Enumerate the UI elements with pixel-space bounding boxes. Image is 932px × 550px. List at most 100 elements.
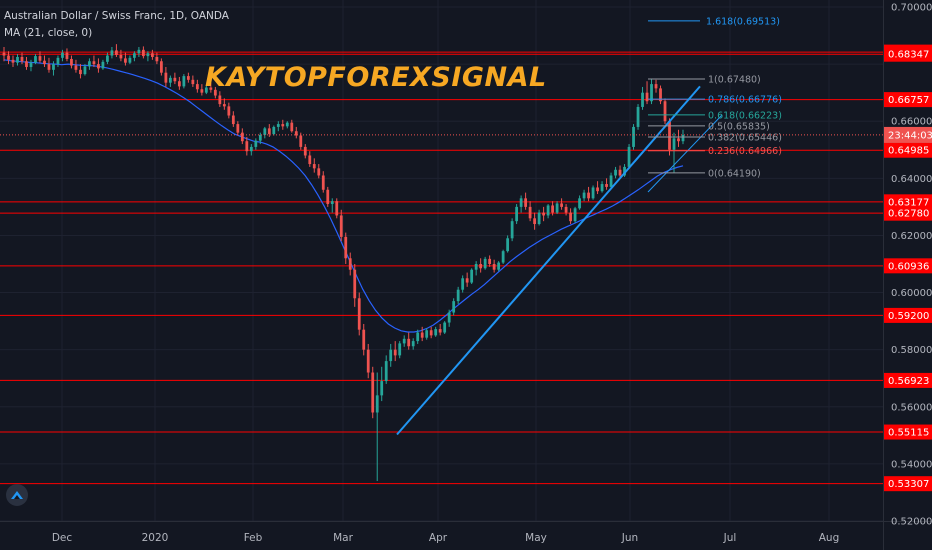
candle-body bbox=[200, 89, 204, 93]
candle-body bbox=[124, 58, 127, 63]
level-price-label: 0.62780 bbox=[888, 209, 929, 220]
candle-body bbox=[186, 76, 190, 80]
candle-body bbox=[150, 53, 154, 57]
candle-body bbox=[281, 124, 285, 127]
candle-body bbox=[668, 121, 671, 150]
candle-body bbox=[16, 56, 19, 63]
candle-body bbox=[636, 106, 640, 127]
candle-body bbox=[677, 138, 680, 142]
candle-body bbox=[483, 258, 487, 269]
candle-body bbox=[515, 206, 519, 222]
watermark-text: KAYTOPFOREXSIGNAL bbox=[205, 62, 547, 93]
candle-body bbox=[645, 92, 649, 102]
candle-body bbox=[52, 64, 55, 70]
candle-body bbox=[218, 95, 222, 105]
level-price-label: 0.60936 bbox=[888, 261, 929, 272]
candle-body bbox=[366, 349, 370, 373]
time-tick-label: Mar bbox=[333, 532, 353, 544]
candle-body bbox=[294, 131, 298, 136]
candle-body bbox=[88, 61, 91, 67]
trendline[interactable] bbox=[396, 85, 723, 436]
candle-body bbox=[596, 187, 599, 192]
level-price-tag bbox=[884, 424, 932, 440]
candle-body bbox=[528, 206, 532, 219]
symbol-title[interactable]: Australian Dollar / Swiss Franc, 1D, OAN… bbox=[4, 10, 229, 22]
price-tick-label: 0.52000 bbox=[891, 517, 932, 528]
fib-level-label: 0.786(0.66776) bbox=[708, 95, 782, 106]
level-price-tag bbox=[884, 258, 932, 274]
candle-body bbox=[659, 88, 662, 102]
candle-body bbox=[389, 349, 393, 362]
time-tick-label: May bbox=[525, 532, 547, 544]
level-price-label: 0.53307 bbox=[888, 479, 929, 490]
candle-body bbox=[308, 155, 312, 165]
candle-body bbox=[119, 54, 123, 59]
candle-body bbox=[560, 203, 563, 207]
candle-body bbox=[546, 205, 550, 216]
candle-body bbox=[375, 395, 379, 413]
candle-body bbox=[384, 361, 388, 382]
candle-body bbox=[623, 166, 626, 176]
candle-body bbox=[672, 138, 676, 150]
candle-body bbox=[650, 84, 653, 102]
candle-body bbox=[182, 76, 186, 87]
time-tick-label: Apr bbox=[429, 532, 448, 544]
candle-body bbox=[70, 58, 73, 66]
level-price-tag bbox=[884, 372, 932, 388]
candle-body bbox=[263, 128, 267, 135]
candle-body bbox=[276, 124, 280, 127]
candle-body bbox=[398, 343, 402, 356]
indicator-legend[interactable]: MA (21, close, 0) bbox=[4, 27, 93, 39]
candle-body bbox=[555, 203, 559, 213]
support-resistance-levels[interactable] bbox=[0, 51, 883, 485]
moving-average[interactable] bbox=[3, 59, 684, 333]
candle-body bbox=[443, 322, 447, 333]
candle-body bbox=[321, 175, 325, 190]
candle-body bbox=[587, 192, 590, 199]
candle-body bbox=[173, 77, 177, 82]
fib-level-label: 0.618(0.66223) bbox=[708, 110, 782, 121]
price-tick-label: 0.60000 bbox=[891, 288, 932, 299]
candle-body bbox=[312, 164, 316, 169]
time-axis[interactable]: Dec 2020 Feb Mar Apr May Jun Jul Aug bbox=[52, 532, 839, 544]
candle-body bbox=[245, 141, 249, 152]
candles[interactable] bbox=[2, 44, 685, 482]
candle-body bbox=[416, 332, 420, 342]
candle-body bbox=[254, 140, 258, 147]
candle-body bbox=[357, 298, 361, 330]
fib-level-label: 1.618(0.69513) bbox=[706, 16, 780, 27]
level-price-label: 0.64985 bbox=[888, 146, 929, 157]
time-tick-label: Dec bbox=[52, 532, 73, 544]
tradingview-logo-icon[interactable] bbox=[6, 484, 28, 506]
candle-body bbox=[115, 50, 118, 55]
candle-body bbox=[519, 198, 523, 207]
level-price-tag bbox=[884, 142, 932, 158]
candle-body bbox=[632, 126, 635, 147]
candle-body bbox=[447, 312, 451, 323]
candle-body bbox=[34, 56, 37, 63]
candle-body bbox=[501, 251, 505, 263]
candle-body bbox=[56, 57, 60, 65]
candle-body bbox=[438, 329, 442, 333]
candle-body bbox=[155, 56, 159, 62]
candle-body bbox=[654, 84, 658, 89]
candle-body bbox=[330, 201, 334, 205]
fib-level-label: 1(0.67480) bbox=[708, 74, 761, 85]
candle-body bbox=[618, 169, 622, 176]
trendline-line bbox=[396, 85, 701, 436]
fibonacci-retracement[interactable]: 1.618(0.69513) 1(0.67480) 0.786(0.66776) 0.… bbox=[648, 16, 782, 179]
price-axis[interactable]: 0.70000 0.66000 0.64000 0.62000 0.60000 0.580… bbox=[0, 3, 932, 528]
candle-body bbox=[614, 169, 617, 176]
level-price-tag bbox=[884, 476, 932, 492]
candle-body bbox=[47, 64, 51, 70]
level-price-tag bbox=[884, 46, 932, 62]
price-tick-label: 0.66000 bbox=[891, 117, 932, 128]
time-tick-label: 2020 bbox=[142, 532, 169, 544]
candle-body bbox=[38, 56, 42, 61]
candle-body bbox=[7, 55, 10, 60]
candle-body bbox=[11, 59, 15, 63]
candle-body bbox=[591, 187, 595, 199]
candle-body bbox=[25, 61, 28, 67]
